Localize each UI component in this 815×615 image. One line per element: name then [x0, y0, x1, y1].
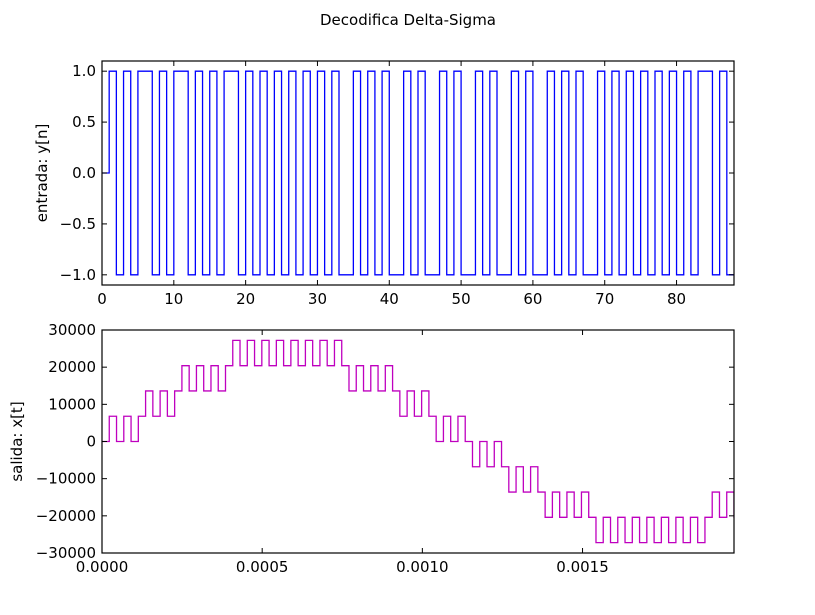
x-tick-label: 50	[452, 290, 471, 308]
x-tick-label: 30	[308, 290, 327, 308]
figure-title: Decodifica Delta-Sigma	[320, 11, 496, 29]
y-tick-label: 0.5	[72, 113, 96, 131]
x-tick-label: 60	[523, 290, 542, 308]
y-tick-label: 0.0	[72, 164, 96, 182]
y-tick-label: −1.0	[60, 266, 96, 284]
series-line	[102, 339, 734, 544]
y-tick-label: −20000	[36, 507, 96, 525]
x-tick-label: 0.0005	[236, 558, 289, 576]
subplot-output-signal: 0.0000 0.0005 0.0010 0.0015 30000 20000 10000 0…	[8, 321, 735, 576]
y-tick-label: 30000	[48, 321, 96, 339]
x-tick-label: 20	[236, 290, 255, 308]
x-tick-label: 10	[164, 290, 183, 308]
y-tick-label: 20000	[48, 358, 96, 376]
y-tick-label: 1.0	[72, 62, 96, 80]
x-tick-label: 70	[595, 290, 614, 308]
x-tick-label: 0	[97, 290, 107, 308]
axis-ticks: 0 10 20 30 40 50 60 70 80 1.0 0.5 0.0 −0.5 −1.0	[60, 61, 734, 308]
x-tick-label: 40	[380, 290, 399, 308]
y-axis-label: entrada: y[n]	[33, 124, 51, 223]
axis-ticks: 0.0000 0.0005 0.0010 0.0015 30000 20000 10000 0…	[36, 321, 734, 576]
y-tick-label: −30000	[36, 544, 96, 562]
axes-frame	[101, 60, 735, 286]
x-tick-label: 0.0010	[396, 558, 449, 576]
y-tick-label: 0	[86, 433, 96, 451]
plot-area	[102, 339, 734, 544]
axes-frame	[101, 329, 735, 554]
y-tick-label: −0.5	[60, 215, 96, 233]
y-tick-label: −10000	[36, 470, 96, 488]
series-line	[102, 70, 734, 276]
y-tick-label: 10000	[48, 395, 96, 413]
y-axis-label: salida: x[t]	[8, 401, 26, 481]
x-tick-label: 80	[667, 290, 686, 308]
subplot-input-signal: 0 10 20 30 40 50 60 70 80 1.0 0.5 0.0 −0.5 −1.0 entra…	[33, 60, 735, 308]
plot-area	[102, 70, 734, 276]
x-tick-label: 0.0015	[556, 558, 609, 576]
x-tick-label: 0.0000	[76, 558, 129, 576]
